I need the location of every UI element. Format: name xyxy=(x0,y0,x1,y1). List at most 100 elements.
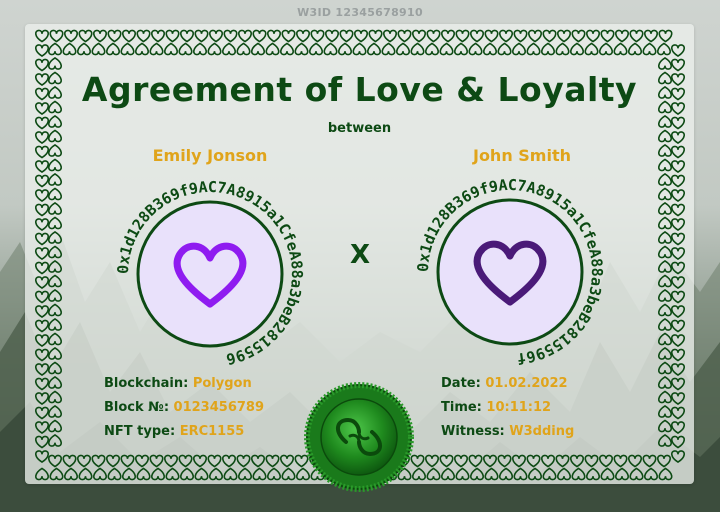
blockchain-row: Blockchain: Polygon xyxy=(104,376,252,391)
border-heart-icon xyxy=(180,467,194,481)
border-heart-icon xyxy=(48,332,62,346)
border-heart-icon xyxy=(441,467,455,481)
border-heart-icon xyxy=(252,29,267,43)
border-heart-icon xyxy=(120,454,135,468)
border-heart-icon xyxy=(658,303,672,317)
border-heart-icon xyxy=(193,454,207,468)
border-heart-icon xyxy=(238,29,252,43)
party2-circle xyxy=(436,198,584,346)
border-heart-icon xyxy=(526,42,541,56)
border-heart-icon xyxy=(658,361,672,375)
border-heart-icon xyxy=(644,29,658,43)
border-heart-icon xyxy=(542,29,557,43)
border-heart-icon xyxy=(135,454,149,468)
border-heart-icon xyxy=(35,435,49,449)
border-heart-icon xyxy=(48,245,62,259)
date-row: Date: 01.02.2022 xyxy=(441,376,568,391)
border-heart-icon xyxy=(265,454,280,468)
nft-type-row: NFT type: ERC1155 xyxy=(104,424,245,439)
border-heart-icon xyxy=(571,29,586,43)
border-heart-icon xyxy=(252,467,267,481)
border-heart-icon xyxy=(512,42,526,56)
border-heart-icon xyxy=(48,303,62,317)
border-heart-icon xyxy=(644,467,658,481)
border-heart-icon xyxy=(412,29,426,43)
border-heart-icon xyxy=(280,454,294,468)
border-heart-icon xyxy=(35,319,49,333)
border-heart-icon xyxy=(671,189,685,203)
border-heart-icon xyxy=(35,377,49,391)
border-heart-icon xyxy=(193,42,207,56)
border-heart-icon xyxy=(48,201,62,215)
border-heart-icon xyxy=(48,187,62,201)
border-heart-icon xyxy=(468,42,483,56)
border-heart-icon xyxy=(586,467,600,481)
certificate-title: Agreement of Love & Loyalty xyxy=(81,70,638,109)
border-heart-icon xyxy=(48,216,62,230)
border-heart-icon xyxy=(49,467,64,481)
border-heart-icon xyxy=(671,348,685,362)
border-heart-icon xyxy=(671,363,685,377)
border-heart-icon xyxy=(658,259,672,273)
border-heart-icon xyxy=(207,454,222,468)
border-heart-icon xyxy=(48,361,62,375)
border-heart-icon xyxy=(629,29,644,43)
border-heart-icon xyxy=(658,216,672,230)
border-heart-icon xyxy=(658,245,672,259)
border-heart-icon xyxy=(671,232,685,246)
border-heart-icon xyxy=(310,29,325,43)
border-heart-icon xyxy=(455,29,470,43)
border-heart-icon xyxy=(251,42,265,56)
border-heart-icon xyxy=(599,454,613,468)
border-heart-icon xyxy=(35,305,49,319)
border-heart-icon xyxy=(658,433,672,447)
border-heart-icon xyxy=(642,42,657,56)
border-heart-icon xyxy=(470,29,484,43)
party1-circle xyxy=(136,200,284,348)
party1-name: Emily Jonson xyxy=(152,146,268,165)
border-heart-icon xyxy=(136,467,151,481)
border-heart-icon xyxy=(48,390,62,404)
border-heart-icon xyxy=(62,454,77,468)
border-heart-icon xyxy=(49,29,64,43)
border-heart-icon xyxy=(425,42,439,56)
border-heart-icon xyxy=(180,29,194,43)
border-heart-icon xyxy=(106,42,120,56)
border-heart-icon xyxy=(135,42,149,56)
border-heart-icon xyxy=(671,406,685,420)
block-number-row: Block №: 0123456789 xyxy=(104,400,265,415)
border-heart-icon xyxy=(267,29,281,43)
border-heart-icon xyxy=(149,42,164,56)
border-heart-icon xyxy=(296,467,310,481)
w3id-label: W3ID 12345678910 xyxy=(297,6,423,19)
border-heart-icon xyxy=(64,29,78,43)
border-heart-icon xyxy=(658,56,672,70)
border-heart-icon xyxy=(658,419,672,433)
border-heart-icon xyxy=(78,467,93,481)
border-heart-icon xyxy=(91,454,106,468)
border-heart-icon xyxy=(541,454,555,468)
party2-name: John Smith xyxy=(472,146,571,165)
border-heart-icon xyxy=(658,288,672,302)
border-heart-icon xyxy=(323,42,338,56)
border-heart-icon xyxy=(499,29,513,43)
border-heart-icon xyxy=(658,29,673,43)
border-heart-icon xyxy=(381,42,396,56)
border-heart-icon xyxy=(120,42,135,56)
border-heart-icon xyxy=(165,29,180,43)
border-heart-icon xyxy=(658,230,672,244)
border-heart-icon xyxy=(222,454,236,468)
border-heart-icon xyxy=(570,42,584,56)
border-heart-icon xyxy=(35,232,49,246)
party1-badge: 0x1d128B369f9AC7A8915a1CfeA88a3beB281559… xyxy=(114,178,306,368)
border-heart-icon xyxy=(106,454,120,468)
border-heart-icon xyxy=(599,42,613,56)
border-heart-icon xyxy=(454,454,468,468)
border-heart-icon xyxy=(454,42,468,56)
border-heart-icon xyxy=(671,247,685,261)
border-heart-icon xyxy=(671,392,685,406)
border-heart-icon xyxy=(671,290,685,304)
border-heart-icon xyxy=(35,261,49,275)
border-heart-icon xyxy=(570,454,584,468)
heart-icon xyxy=(173,242,247,308)
